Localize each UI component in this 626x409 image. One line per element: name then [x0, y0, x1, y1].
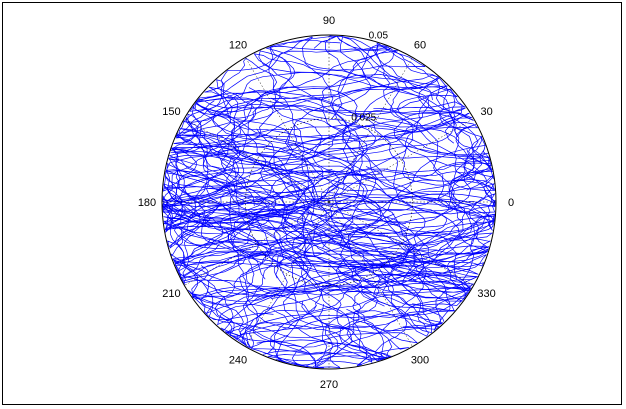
series-path	[169, 39, 492, 292]
series-path	[162, 36, 458, 230]
angle-tick-label: 120	[229, 39, 247, 51]
series-path	[162, 169, 495, 334]
angle-tick-label: 90	[323, 15, 335, 27]
angle-tick-label: 330	[477, 288, 495, 300]
series-path	[194, 44, 496, 248]
angle-tick-label: 180	[138, 197, 156, 209]
angle-tick-label: 240	[229, 355, 247, 367]
radial-tick-label: 0.025	[351, 112, 376, 123]
angle-tick-label: 60	[414, 39, 426, 51]
angle-tick-label: 150	[162, 106, 180, 118]
series-path	[163, 117, 406, 368]
series-path	[175, 103, 496, 364]
series-trajectory	[161, 35, 497, 369]
series-path	[176, 191, 475, 347]
series-path	[168, 35, 493, 242]
series-path	[164, 35, 474, 315]
radial-grid-circle	[245, 118, 413, 286]
angle-tick-label: 30	[480, 106, 492, 118]
angle-tick-label: 210	[162, 288, 180, 300]
series-path	[163, 46, 491, 290]
series-path	[175, 49, 492, 207]
series-path	[170, 86, 419, 369]
series-path	[182, 86, 495, 369]
series-path	[168, 143, 411, 366]
angle-grid-spoke	[245, 201, 330, 347]
radial-grid-circle	[161, 34, 497, 370]
figure-frame: 0 30 60 90 120 150 180 210 240 270 300 330 0.025 0.05	[2, 2, 622, 405]
series-path	[163, 193, 496, 337]
series-path	[162, 158, 393, 362]
series-path	[162, 71, 439, 266]
polar-chart: 0 30 60 90 120 150 180 210 240 270 300 330 0.025 0.05	[138, 15, 514, 391]
radial-tick-label: 0.05	[369, 31, 389, 42]
angle-tick-label: 0	[508, 197, 514, 209]
series-path	[174, 36, 489, 265]
series-path	[178, 101, 478, 339]
series-path	[191, 105, 485, 290]
polar-grid	[161, 34, 497, 370]
angle-tick-label: 300	[411, 355, 429, 367]
series-path	[161, 79, 489, 283]
series-path	[162, 57, 494, 232]
series-path	[163, 135, 497, 314]
series-path	[256, 43, 496, 223]
series-path	[162, 156, 494, 366]
series-path	[165, 88, 463, 363]
series-path	[217, 50, 433, 337]
tick-labels: 0 30 60 90 120 150 180 210 240 270 300 330 0.025 0.05	[138, 15, 514, 391]
angle-tick-label: 270	[320, 379, 338, 391]
